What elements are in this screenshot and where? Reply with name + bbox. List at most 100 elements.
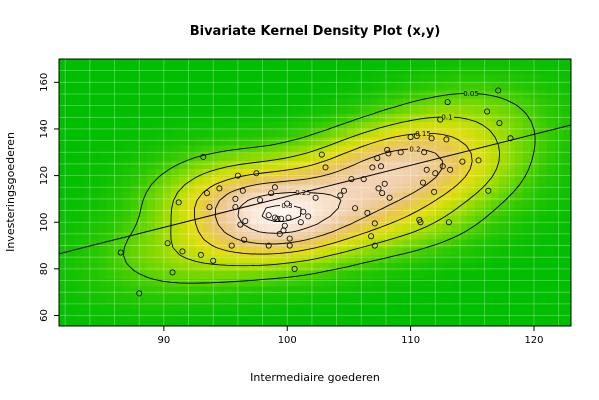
density-cell <box>331 74 340 84</box>
density-cell <box>195 74 204 84</box>
density-cell <box>491 192 500 201</box>
density-cell <box>139 294 148 304</box>
density-cell <box>435 271 444 280</box>
density-cell <box>243 216 252 225</box>
density-cell <box>491 74 500 84</box>
density-cell <box>403 90 412 99</box>
data-point <box>291 265 298 272</box>
density-cell <box>507 137 516 146</box>
density-cell <box>155 184 164 194</box>
density-cell <box>155 98 164 107</box>
density-cell <box>499 98 508 107</box>
density-cell <box>547 90 556 99</box>
density-cell <box>123 168 132 178</box>
density-cell <box>483 106 492 115</box>
density-cell <box>99 208 108 217</box>
density-cell <box>179 239 188 249</box>
density-cell <box>499 121 508 131</box>
density-cell <box>251 106 260 115</box>
density-cell <box>331 271 340 280</box>
density-cell <box>163 318 172 326</box>
density-cell <box>275 208 284 217</box>
density-cell <box>459 223 468 233</box>
density-cell <box>187 223 196 233</box>
density-cell <box>179 263 188 272</box>
data-point <box>253 170 260 177</box>
density-cell <box>155 74 164 84</box>
density-cell <box>339 184 348 194</box>
density-cell <box>395 176 404 186</box>
data-point <box>136 290 143 297</box>
density-cell <box>235 137 244 146</box>
density-cell <box>171 263 180 272</box>
density-cell <box>179 255 188 264</box>
density-cell <box>435 278 444 288</box>
density-cell <box>363 176 372 186</box>
density-cell <box>379 153 388 162</box>
density-cell <box>99 121 108 131</box>
density-cell <box>211 137 220 146</box>
density-cell <box>211 247 220 256</box>
density-cell <box>363 192 372 201</box>
density-cell <box>259 176 268 186</box>
density-cell <box>403 231 412 241</box>
density-cell <box>171 286 180 296</box>
data-point <box>228 242 235 249</box>
density-cell <box>171 239 180 249</box>
density-cell <box>299 231 308 241</box>
density-cell <box>99 278 108 288</box>
density-cell <box>379 74 388 84</box>
density-cell <box>163 176 172 186</box>
density-cell <box>107 98 116 107</box>
density-cell <box>83 106 92 115</box>
density-cell <box>323 74 332 84</box>
density-cell <box>211 161 220 170</box>
density-cell <box>107 66 116 76</box>
density-cell <box>307 129 316 139</box>
density-cell <box>395 302 404 311</box>
density-cell <box>299 239 308 249</box>
density-cell <box>363 302 372 311</box>
density-cell <box>259 161 268 170</box>
density-cell <box>123 286 132 296</box>
density-cell <box>115 192 124 201</box>
density-cell <box>523 192 532 201</box>
density-cell <box>83 145 92 154</box>
density-cell <box>283 271 292 280</box>
density-cell <box>507 59 516 68</box>
density-cell <box>259 200 268 209</box>
density-cell <box>123 318 132 326</box>
density-cell <box>203 82 212 92</box>
density-cell <box>91 255 100 264</box>
density-cell <box>283 231 292 241</box>
density-cell <box>531 286 540 296</box>
contour-label: 0.25 <box>295 189 311 197</box>
density-cell <box>91 137 100 146</box>
density-cell <box>435 223 444 233</box>
data-point <box>432 170 439 177</box>
density-cell <box>171 184 180 194</box>
density-cell <box>347 98 356 107</box>
density-cell <box>107 231 116 241</box>
density-cell <box>83 294 92 304</box>
density-cell <box>59 318 68 326</box>
density-cell <box>563 200 571 209</box>
density-cell <box>219 302 228 311</box>
density-cell <box>171 129 180 139</box>
data-point <box>364 209 371 216</box>
density-cell <box>507 223 516 233</box>
density-cell <box>75 59 84 68</box>
density-cell <box>507 294 516 304</box>
density-cell <box>547 192 556 201</box>
density-cell <box>331 98 340 107</box>
density-cell <box>563 216 571 225</box>
density-cell <box>75 223 84 233</box>
density-cell <box>99 255 108 264</box>
density-cell <box>459 106 468 115</box>
density-cell <box>539 59 548 68</box>
density-cell <box>155 278 164 288</box>
density-cell <box>99 302 108 311</box>
density-cell <box>475 294 484 304</box>
density-cell <box>187 208 196 217</box>
density-cell <box>147 98 156 107</box>
